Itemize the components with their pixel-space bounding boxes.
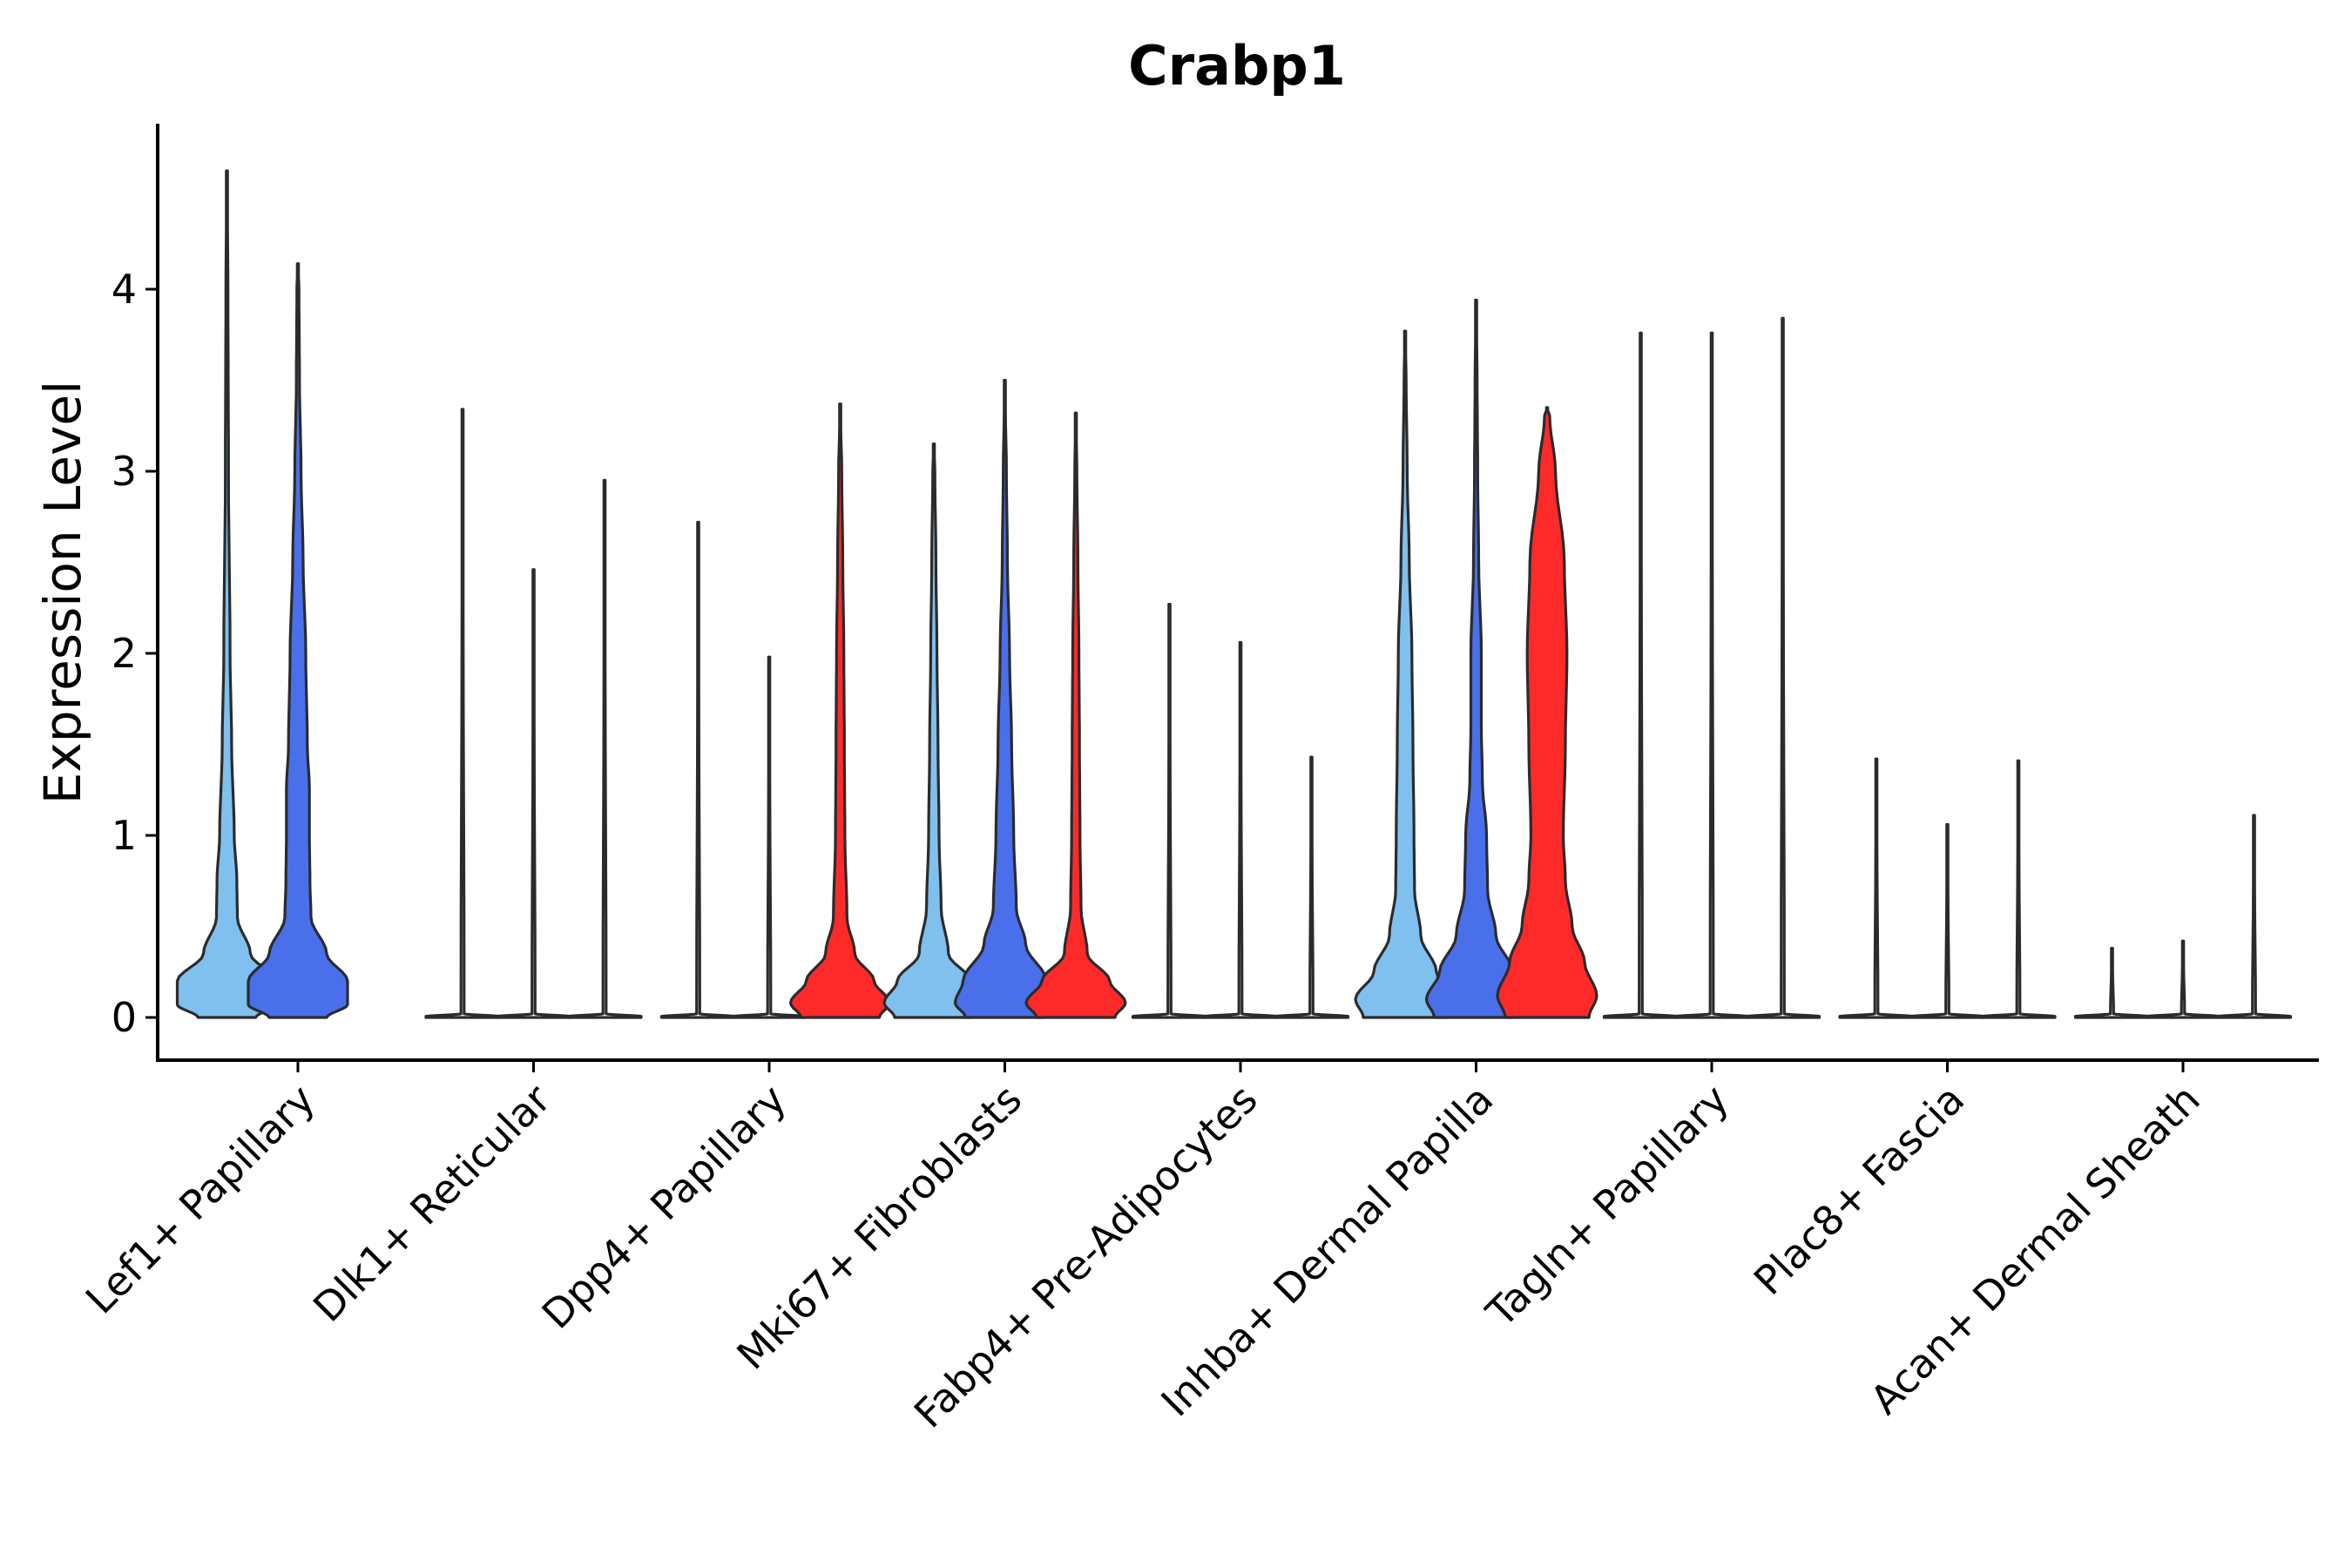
violin-group1 xyxy=(175,169,279,1019)
violin-group1 xyxy=(882,443,985,1019)
violin-group2 xyxy=(953,378,1057,1019)
violin-group3 xyxy=(788,402,892,1019)
violin-group3 xyxy=(566,478,643,1019)
chart-title: Crabp1 xyxy=(1128,34,1346,98)
x-tick-label: Tagln+ Papillary xyxy=(1477,1076,1738,1337)
y-tick-label: 3 xyxy=(112,448,137,495)
violin-group3 xyxy=(1024,411,1127,1019)
violin-group1 xyxy=(424,408,501,1019)
y-tick-label: 2 xyxy=(112,630,137,677)
violin-group1 xyxy=(2073,947,2151,1019)
violin-group3 xyxy=(1744,316,1821,1019)
violin-group3 xyxy=(1980,759,2057,1019)
violin-group1 xyxy=(1602,331,1680,1019)
violin-group3 xyxy=(2215,814,2293,1019)
violin-group2 xyxy=(731,655,808,1019)
violin-group1 xyxy=(1838,757,1915,1019)
violin-group1 xyxy=(659,520,737,1019)
y-tick-label: 4 xyxy=(112,266,137,313)
y-axis-label: Expression Level xyxy=(33,381,92,804)
x-tick-label: Dpp4+ Papillary xyxy=(533,1076,795,1338)
x-tick-label: Dlk1+ Reticular xyxy=(304,1076,559,1331)
y-tick-label: 1 xyxy=(112,812,137,859)
violin-group2 xyxy=(1424,298,1528,1019)
violin-group2 xyxy=(247,262,349,1019)
violin-group1 xyxy=(1131,603,1208,1019)
violin-group1 xyxy=(1354,329,1456,1019)
violin-group2 xyxy=(1673,331,1750,1019)
y-tick-label: 0 xyxy=(112,994,137,1041)
violin-group3 xyxy=(1273,755,1350,1019)
x-tick-label: Lef1+ Papillary xyxy=(77,1076,324,1323)
violin-group2 xyxy=(1202,640,1279,1019)
violin-group2 xyxy=(1909,822,1986,1019)
violin-group2 xyxy=(2145,939,2221,1019)
violin-group2 xyxy=(495,568,572,1019)
x-tick-label: Plac8+ Fascia xyxy=(1745,1076,1973,1304)
violin-group3 xyxy=(1496,406,1598,1019)
